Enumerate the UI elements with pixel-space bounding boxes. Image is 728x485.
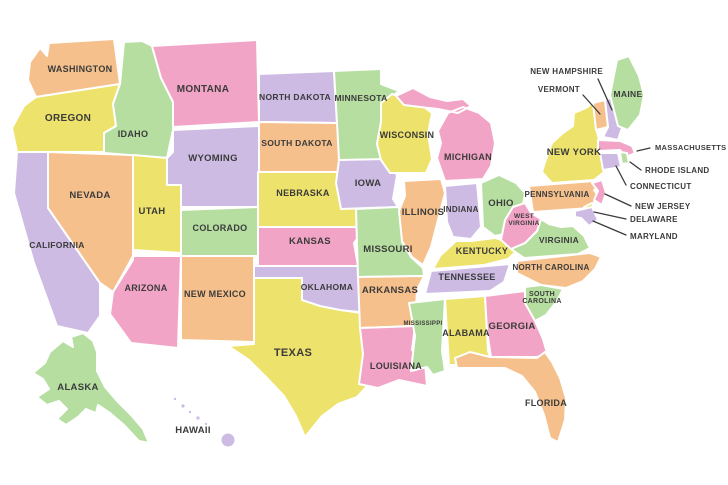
state-shape-nj bbox=[591, 179, 607, 206]
state-label-al: ALABAMA bbox=[442, 328, 490, 338]
state-label-il: ILLINOIS bbox=[402, 207, 445, 218]
state-label-ma: MASSACHUSETTS bbox=[655, 143, 726, 152]
state-label-nc: NORTH CAROLINA bbox=[512, 263, 589, 272]
state-label-ut: UTAH bbox=[139, 206, 166, 217]
state-shape-fl bbox=[454, 351, 567, 443]
state-shape-hi bbox=[179, 402, 187, 410]
state-label-id: IDAHO bbox=[118, 129, 149, 139]
leader-line-de bbox=[593, 211, 627, 220]
state-shape-mi bbox=[395, 87, 496, 182]
state-label-sd: SOUTH DAKOTA bbox=[261, 138, 332, 148]
state-shape-hi bbox=[202, 420, 210, 428]
state-shape-wv bbox=[500, 202, 542, 250]
state-label-md: MARYLAND bbox=[630, 232, 678, 241]
state-label-me: MAINE bbox=[614, 89, 643, 99]
state-shape-mt bbox=[151, 39, 260, 128]
state-shape-tn bbox=[424, 263, 511, 295]
state-shape-nc bbox=[516, 252, 602, 289]
state-shape-hi bbox=[219, 431, 237, 449]
state-label-tn: TENNESSEE bbox=[438, 272, 495, 282]
state-label-va: VIRGINIA bbox=[539, 235, 579, 245]
state-shape-ri bbox=[619, 151, 630, 165]
state-label-mo: MISSOURI bbox=[363, 244, 412, 255]
leader-line-md bbox=[592, 220, 627, 236]
state-label-fl: FLORIDA bbox=[525, 398, 567, 408]
state-label-az: ARIZONA bbox=[124, 283, 167, 293]
state-label-ar: ARKANSAS bbox=[362, 285, 418, 296]
state-shape-ny bbox=[541, 101, 605, 184]
leader-line-nj bbox=[604, 193, 632, 207]
state-label-de: DELAWARE bbox=[630, 215, 678, 224]
state-label-nd: NORTH DAKOTA bbox=[259, 92, 331, 102]
state-shape-md bbox=[574, 206, 599, 227]
state-label-hi: HAWAII bbox=[175, 425, 211, 436]
leader-line-vt bbox=[582, 94, 601, 115]
state-label-co: COLORADO bbox=[193, 223, 248, 233]
state-shape-la bbox=[358, 325, 428, 389]
state-label-ia: IOWA bbox=[355, 178, 382, 189]
state-shape-il bbox=[398, 178, 446, 266]
state-label-wa: WASHINGTON bbox=[48, 64, 113, 74]
state-shape-hi bbox=[194, 414, 202, 422]
leader-line-nh bbox=[597, 78, 613, 111]
state-label-in: INDIANA bbox=[443, 205, 478, 214]
state-label-ne: NEBRASKA bbox=[276, 188, 330, 198]
state-label-nh: NEW HAMPSHIRE bbox=[530, 67, 603, 76]
state-label-ri: RHODE ISLAND bbox=[645, 166, 710, 175]
state-shape-ms bbox=[408, 298, 446, 376]
state-label-ga: GEORGIA bbox=[489, 321, 536, 332]
state-label-mi: MICHIGAN bbox=[444, 152, 492, 162]
state-label-mt: MONTANA bbox=[177, 84, 229, 95]
state-label-nm: NEW MEXICO bbox=[184, 289, 246, 299]
state-label-wy: WYOMING bbox=[188, 153, 238, 164]
state-label-ky: KENTUCKY bbox=[456, 246, 508, 256]
state-shape-hi bbox=[171, 395, 179, 403]
state-label-ny: NEW YORK bbox=[547, 147, 601, 158]
state-shape-in bbox=[444, 182, 482, 240]
state-shape-tx bbox=[227, 277, 369, 438]
state-label-nv: NEVADA bbox=[69, 190, 110, 201]
state-label-vt: VERMONT bbox=[538, 85, 580, 94]
state-label-wv: WEST VIRGINIA bbox=[508, 213, 539, 227]
state-label-tx: TEXAS bbox=[274, 347, 312, 359]
state-label-ak: ALASKA bbox=[57, 382, 98, 393]
state-shape-me bbox=[609, 55, 645, 131]
leader-line-ct bbox=[615, 165, 627, 186]
state-label-la: LOUISIANA bbox=[370, 361, 422, 371]
state-shape-ak bbox=[32, 332, 150, 444]
state-label-wi: WISCONSIN bbox=[380, 130, 435, 140]
state-label-ms: MISSISSIPPI bbox=[404, 321, 443, 327]
state-label-ct: CONNECTICUT bbox=[630, 182, 692, 191]
state-shape-nm bbox=[180, 255, 255, 343]
state-shape-wa bbox=[27, 38, 121, 98]
state-label-ok: OKLAHOMA bbox=[301, 282, 353, 292]
state-shape-ct bbox=[599, 152, 622, 171]
state-label-sc: SOUTH CAROLINA bbox=[522, 291, 561, 305]
state-label-oh: OHIO bbox=[488, 198, 513, 209]
state-shape-hi bbox=[186, 408, 194, 416]
state-label-nj: NEW JERSEY bbox=[635, 202, 691, 211]
state-label-or: OREGON bbox=[45, 113, 91, 124]
state-label-ks: KANSAS bbox=[289, 236, 331, 247]
state-label-pa: PENNSYLVANIA bbox=[524, 190, 589, 199]
state-shape-ut bbox=[132, 154, 182, 254]
state-label-mn: MINNESOTA bbox=[334, 93, 387, 103]
leader-line-ri bbox=[629, 161, 642, 171]
state-label-ca: CALIFORNIA bbox=[29, 240, 84, 250]
leader-line-ma bbox=[636, 147, 651, 152]
